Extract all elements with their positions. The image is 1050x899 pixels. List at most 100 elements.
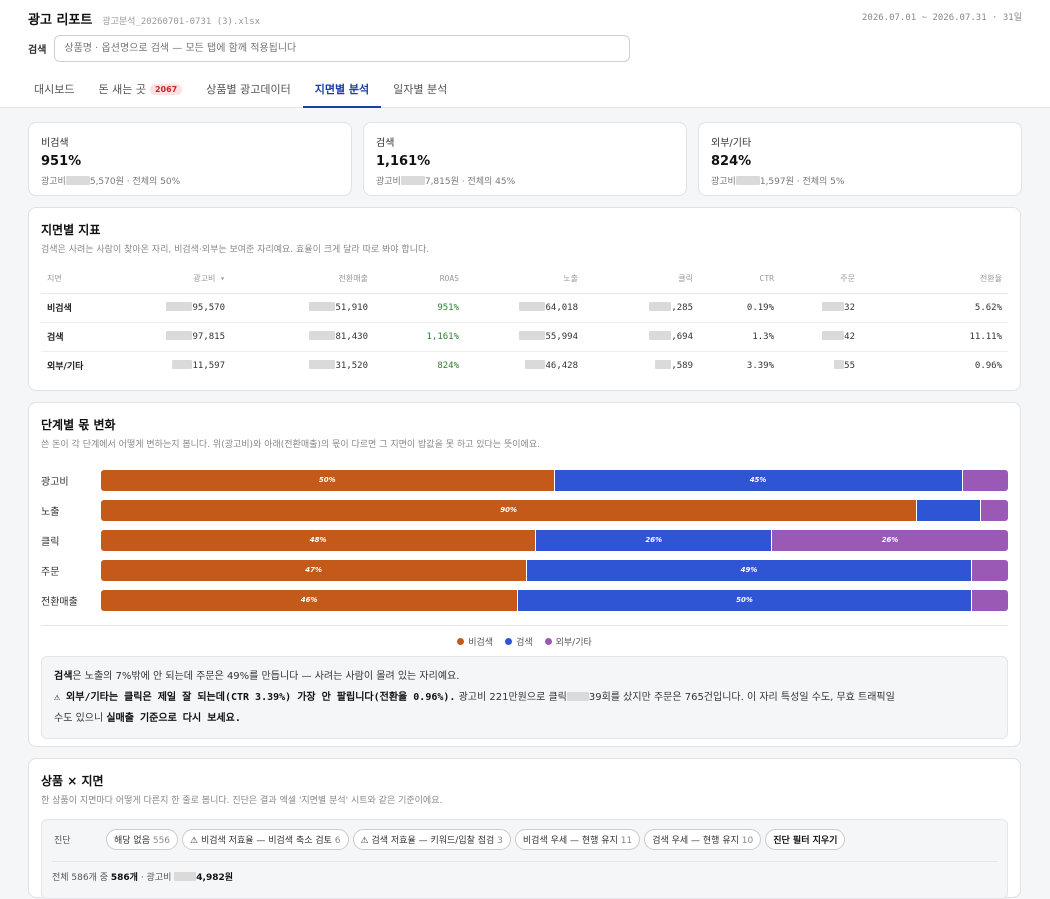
insight-line-2: ⚠ 외부/기타는 클릭은 제일 잘 되는데(CTR 3.39%) 가장 안 팔립… (54, 687, 995, 708)
redaction-mask (566, 692, 589, 701)
segment-non-search: 47% (101, 559, 528, 581)
tab-label: 대시보드 (34, 83, 75, 96)
revenue-cell: 31,520 (231, 351, 374, 380)
app-title: 광고 리포트 (28, 13, 93, 28)
orders-cell: 32 (780, 293, 861, 323)
legend-label: 외부/기타 (555, 638, 592, 648)
kpi-sub-prefix: 광고비 (41, 177, 66, 187)
impressions-cell: 55,994 (465, 322, 584, 352)
redaction-mask (649, 302, 672, 311)
card-title: 상품 × 지면 (41, 774, 104, 788)
orders-cell: 42 (780, 322, 861, 352)
legend-item: 검색 (505, 635, 533, 648)
tab-money-leak[interactable]: 돈 새는 곳 2067 (86, 71, 194, 108)
placement-metrics-card: 지면별 지표 검색은 사려는 사람이 찾아온 자리, 비검색·외부는 보여준 자… (28, 207, 1021, 391)
redaction-mask (822, 331, 845, 340)
column-header-sortable[interactable]: 광고비 ▾ (129, 265, 231, 294)
diagnosis-panel: 진단 해당 없음 556 ⚠ 비검색 저효율 — 비검색 축소 검토 6 ⚠ 검… (41, 819, 1008, 899)
funnel-row-label: 클릭 (41, 536, 60, 548)
segment-search: 49% (527, 559, 972, 581)
orders-value: 32 (844, 303, 855, 313)
redaction-mask (834, 360, 845, 370)
redaction-mask (166, 331, 193, 340)
search-row: 검색 (28, 35, 631, 62)
tab-dashboard[interactable]: 대시보드 (22, 71, 86, 108)
segment-non-search: 50% (101, 469, 555, 491)
insight-text: 은 노출의 7%밖에 안 되는데 주문은 49%를 만듭니다 — 사려는 사람이… (72, 671, 460, 682)
tab-product-ad-data[interactable]: 상품별 광고데이터 (194, 71, 302, 108)
search-input[interactable] (54, 35, 631, 62)
redaction-mask (172, 360, 193, 370)
search-label: 검색 (28, 45, 47, 56)
kpi-value: 824% (711, 154, 752, 169)
impressions-cell: 46,428 (465, 351, 584, 380)
spend-cell: 95,570 (129, 293, 231, 323)
roas-cell: 824% (437, 360, 459, 371)
filter-chip-search-dominant[interactable]: 검색 우세 — 현행 유지 10 (644, 829, 762, 850)
redaction-mask (174, 872, 197, 881)
redaction-mask (400, 176, 425, 185)
insight-bold: 검색 (54, 671, 73, 682)
filter-chip-none[interactable]: 해당 없음 556 (106, 829, 179, 850)
chip-label: ⚠ 검색 저효율 — 키워드/입찰 점검 (360, 836, 495, 846)
summary-mid: · 광고비 (137, 873, 175, 883)
redaction-mask (822, 302, 845, 311)
column-header: 전환율 (861, 265, 1008, 294)
insight-box: 검색은 노출의 7%밖에 안 되는데 주문은 49%를 만듭니다 — 사려는 사… (41, 656, 1008, 739)
legend-label: 검색 (516, 638, 533, 648)
filter-chip-non-search-dominant[interactable]: 비검색 우세 — 현행 유지 11 (514, 829, 641, 850)
column-header: 지면 (41, 265, 129, 294)
clicks-cell: ,285 (584, 293, 699, 323)
card-description: 쓴 돈이 각 단계에서 어떻게 변하는지 봅니다. 위(광고비)와 아래(전환매… (41, 440, 540, 450)
redaction-mask (166, 302, 193, 311)
tab-daily-analysis[interactable]: 일자별 분석 (381, 71, 459, 108)
funnel-bar: 50% 45% (101, 469, 1008, 491)
tab-placement-analysis[interactable]: 지면별 분석 (302, 71, 382, 108)
clicks-value: ,694 (671, 332, 693, 342)
redaction-mask (65, 176, 90, 185)
clicks-value: ,285 (671, 303, 693, 313)
product-placement-card: 상품 × 지면 한 상품이 지면마다 어떻게 다른지 한 줄로 봅니다. 진단은… (28, 758, 1021, 899)
file-name: 광고분석_20260701-0731 (3).xlsx (102, 17, 261, 27)
impressions-value: 46,428 (545, 361, 578, 372)
cvr-cell: 0.96% (974, 360, 1002, 371)
clear-filter-button[interactable]: 진단 필터 지우기 (765, 829, 846, 850)
placement-name: 비검색 (41, 293, 129, 323)
orders-value: 42 (844, 332, 855, 342)
diagnosis-filters: 진단 해당 없음 556 ⚠ 비검색 저효율 — 비검색 축소 검토 6 ⚠ 검… (52, 829, 997, 850)
chip-label: 검색 우세 — 현행 유지 (652, 836, 739, 846)
tab-label: 일자별 분석 (393, 83, 448, 96)
table-row: 검색 97,815 81,430 1,161% 55,994 ,694 1.3%… (41, 322, 1008, 352)
revenue-cell: 81,430 (231, 322, 374, 352)
kpi-label: 검색 (376, 138, 395, 149)
kpi-sub-suffix: 5,570원 · 전체의 50% (89, 177, 181, 187)
chip-label: ⚠ 비검색 저효율 — 비검색 축소 검토 (190, 836, 332, 846)
segment-external (962, 469, 1008, 491)
insight-warning: ⚠ 외부/기타는 클릭은 제일 잘 되는데(CTR 3.39%) 가장 안 팔립… (54, 692, 456, 703)
funnel-bar: 46% 50% (101, 589, 1008, 611)
card-description: 한 상품이 지면마다 어떻게 다른지 한 줄로 봅니다. 진단은 결과 엑셀 '… (41, 796, 443, 806)
redaction-mask (525, 360, 546, 370)
redaction-mask (655, 360, 672, 370)
filter-chip-search-low[interactable]: ⚠ 검색 저효율 — 키워드/입찰 점검 3 (352, 829, 511, 850)
placement-name: 외부/기타 (47, 362, 84, 373)
kpi-card-non-search: 비검색 951% 광고비 5,570원 · 전체의 50% (28, 122, 352, 196)
funnel-bars: 광고비 50% 45% 노출 90% 클릭 48% 26% 26% 주문 47% 49% 전환매출 46%… (41, 465, 1008, 615)
segment-external (980, 499, 1008, 521)
funnel-row: 노출 90% (41, 495, 1008, 525)
filter-chip-non-search-low[interactable]: ⚠ 비검색 저효율 — 비검색 축소 검토 6 (182, 829, 349, 850)
summary-prefix: 전체 586개 중 (52, 873, 111, 883)
kpi-value: 1,161% (376, 154, 431, 169)
tab-label: 돈 새는 곳 (98, 83, 146, 96)
orders-value: 55 (844, 361, 855, 372)
clicks-cell: ,589 (584, 351, 699, 380)
column-header: 노출 (465, 265, 584, 294)
insight-text: 광고비 221만원으로 클릭 (455, 692, 567, 703)
card-title: 지면별 지표 (41, 223, 101, 237)
segment-non-search: 46% (101, 589, 519, 611)
funnel-bar: 90% (101, 499, 1008, 521)
redaction-mask (735, 176, 760, 185)
chip-count: 6 (334, 836, 341, 846)
insight-line-1: 검색은 노출의 7%밖에 안 되는데 주문은 49%를 만듭니다 — 사려는 사… (54, 666, 995, 687)
impressions-value: 55,994 (545, 332, 578, 342)
